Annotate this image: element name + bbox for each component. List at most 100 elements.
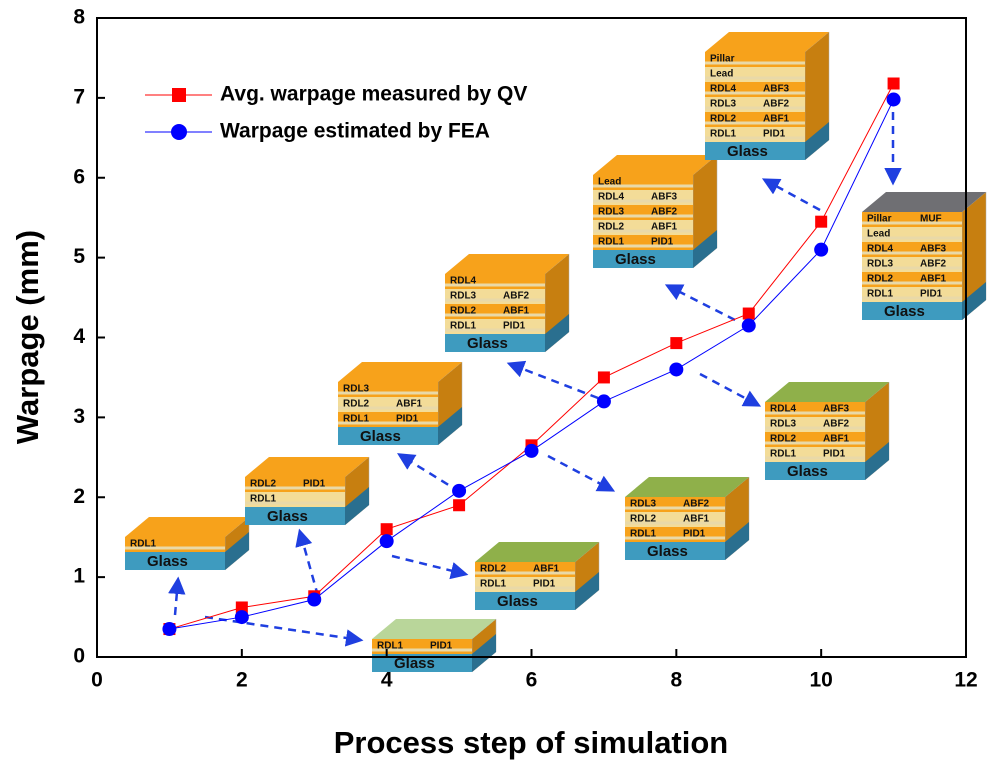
stack-top <box>765 382 889 402</box>
y-tick-label: 6 <box>73 165 85 188</box>
layer-label: PID1 <box>303 479 326 490</box>
layer-label: RDL1 <box>250 494 277 505</box>
glass-layer <box>445 334 545 352</box>
x-tick-label: 4 <box>381 669 393 692</box>
stack-top <box>445 254 569 274</box>
glass-layer <box>125 552 225 570</box>
glass-label: Glass <box>360 428 401 445</box>
glass-side <box>693 230 717 268</box>
stack-top <box>593 155 717 175</box>
glass-layer <box>372 654 472 672</box>
layer-label: Lead <box>598 177 621 188</box>
layer-label: RDL4 <box>867 244 894 255</box>
glass-label: Glass <box>147 553 188 570</box>
layer-label: RDL2 <box>250 479 277 490</box>
glass-label: Glass <box>467 335 508 352</box>
glass-label: Glass <box>615 251 656 268</box>
marker <box>670 337 683 350</box>
layer-label: ABF2 <box>683 499 710 510</box>
layer-label: RDL1 <box>630 529 657 540</box>
layer-label: RDL2 <box>343 399 370 410</box>
marker <box>379 534 394 549</box>
y-tick-label: 5 <box>73 245 85 268</box>
arrow <box>761 178 821 212</box>
x-tick-label: 0 <box>91 669 103 692</box>
layer-label: PID1 <box>396 414 419 425</box>
layer-label: ABF1 <box>396 399 423 410</box>
layer-label: RDL3 <box>450 291 477 302</box>
stack-top <box>862 192 986 212</box>
marker <box>887 77 900 90</box>
marker <box>669 362 684 377</box>
inset-stack: RDL2 PID1 RDL1 Glass <box>245 456 370 526</box>
y-tick-label: 8 <box>73 6 85 29</box>
glass-side <box>865 442 889 480</box>
glass-layer <box>625 542 725 560</box>
layer-label: ABF1 <box>763 114 790 125</box>
legend-marker <box>171 124 187 140</box>
inset-stack: RDL3 ABF2 RDL2 ABF1 RDL1 PID1 Glass <box>625 476 750 561</box>
glass-side <box>962 282 986 320</box>
x-tick-label: 12 <box>954 669 977 692</box>
arrow <box>547 454 616 492</box>
arrow <box>506 360 599 400</box>
layer-label: RDL2 <box>630 514 657 525</box>
layer-label: RDL3 <box>630 499 657 510</box>
layer-label: ABF1 <box>503 306 530 317</box>
marker <box>234 610 249 625</box>
layer-label: PID1 <box>823 449 846 460</box>
layer-label: RDL4 <box>710 84 737 95</box>
layer-label: Pillar <box>710 54 735 65</box>
inset-stack: RDL3 RDL2 ABF1 RDL1 PID1 Glass <box>338 361 463 446</box>
glass-side <box>438 407 462 445</box>
arrow <box>664 284 736 322</box>
marker <box>814 242 829 257</box>
layer-label: RDL1 <box>710 129 737 140</box>
layer-label: RDL3 <box>770 419 797 430</box>
layer-label: ABF2 <box>651 207 678 218</box>
layer-label: PID1 <box>920 289 943 300</box>
legend-label: Avg. warpage measured by QV <box>220 83 527 106</box>
layer-label: RDL2 <box>710 114 737 125</box>
glass-label: Glass <box>727 143 768 160</box>
stack-top <box>475 542 599 562</box>
layer-label: RDL2 <box>867 274 894 285</box>
glass-side <box>472 634 496 672</box>
layer-label: ABF3 <box>920 244 947 255</box>
layer-label: RDL1 <box>770 449 797 460</box>
legend-label: Warpage estimated by FEA <box>220 120 490 143</box>
glass-layer <box>593 250 693 268</box>
glass-label: Glass <box>394 655 435 672</box>
layer-label: ABF2 <box>920 259 947 270</box>
stack-top <box>705 32 829 52</box>
marker <box>596 394 611 409</box>
layer-label: ABF2 <box>763 99 790 110</box>
layer-label: ABF1 <box>823 434 850 445</box>
layer-label: RDL4 <box>450 276 477 287</box>
marker <box>162 622 177 637</box>
layer-label: PID1 <box>533 579 556 590</box>
marker <box>235 601 248 614</box>
marker <box>453 499 466 512</box>
glass-side <box>725 522 749 560</box>
layer-label: ABF1 <box>920 274 947 285</box>
layer-label: ABF2 <box>823 419 850 430</box>
layer-label: ABF1 <box>683 514 710 525</box>
layer-label: RDL1 <box>867 289 894 300</box>
glass-layer <box>705 142 805 160</box>
layer-label: RDL4 <box>598 192 625 203</box>
layer-label: ABF1 <box>651 222 678 233</box>
arrow <box>699 372 762 407</box>
marker <box>307 592 322 607</box>
layer-label: RDL2 <box>770 434 797 445</box>
stack-top <box>125 517 249 537</box>
y-tick-label: 2 <box>73 485 85 508</box>
marker <box>452 483 467 498</box>
layer-label: RDL2 <box>598 222 625 233</box>
legend-marker <box>172 88 186 102</box>
layer-label: RDL1 <box>377 641 404 652</box>
y-tick-label: 3 <box>73 405 85 428</box>
marker <box>741 318 756 333</box>
